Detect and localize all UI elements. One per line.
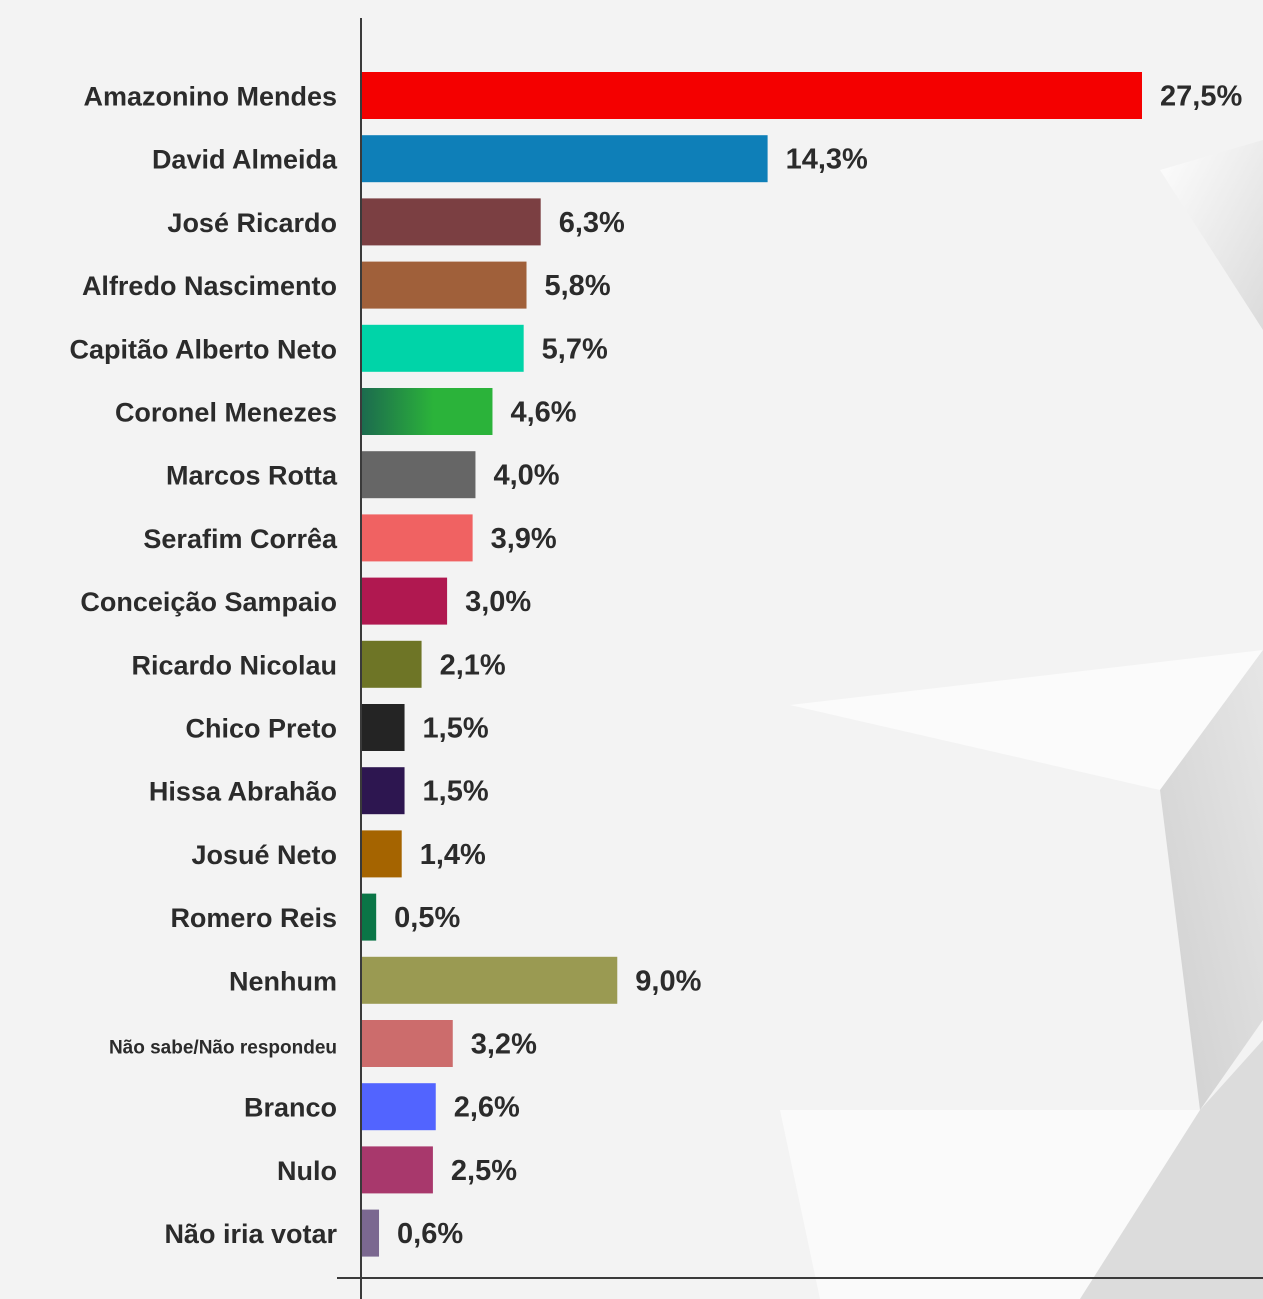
value-label: 0,6% <box>397 1218 463 1250</box>
bars-group: Amazonino Mendes 27,5% David Almeida 14,3% J… <box>69 72 1242 1257</box>
category-label: Não iria votar <box>164 1219 337 1249</box>
bar <box>362 640 422 688</box>
category-label: Josué Neto <box>191 840 337 870</box>
value-label: 3,2% <box>471 1029 537 1061</box>
category-label: Chico Preto <box>185 714 337 744</box>
bar <box>362 1209 380 1257</box>
bar <box>362 1020 453 1067</box>
value-label: 14,3% <box>786 144 868 176</box>
category-label: Serafim Corrêa <box>143 524 338 554</box>
bar <box>362 388 493 435</box>
category-label: David Almeida <box>152 145 338 175</box>
bar <box>362 135 768 183</box>
category-label: Romero Reis <box>170 903 337 933</box>
category-label: Hissa Abrahão <box>149 777 337 807</box>
bar <box>362 577 448 625</box>
value-label: 2,6% <box>454 1092 520 1124</box>
category-label: Nulo <box>277 1156 337 1186</box>
category-label: Ricardo Nicolau <box>131 650 337 680</box>
category-label: José Ricardo <box>167 208 337 238</box>
value-label: 0,5% <box>394 902 460 934</box>
value-label: 1,4% <box>420 839 486 871</box>
category-label: Amazonino Mendes <box>83 82 337 112</box>
bar <box>362 1083 436 1131</box>
value-label: 3,9% <box>491 523 557 555</box>
bar <box>362 72 1142 119</box>
value-label: 1,5% <box>423 713 489 745</box>
category-label: Marcos Rotta <box>166 461 338 491</box>
category-label: Capitão Alberto Neto <box>69 334 337 364</box>
value-label: 5,7% <box>542 333 608 365</box>
category-label: Alfredo Nascimento <box>82 271 337 301</box>
category-label: Não sabe/Não respondeu <box>109 1038 337 1059</box>
bar <box>362 704 405 751</box>
value-label: 2,1% <box>440 649 506 681</box>
value-label: 4,0% <box>493 460 559 492</box>
bar <box>362 324 524 372</box>
value-label: 1,5% <box>423 776 489 808</box>
value-label: 9,0% <box>635 965 701 997</box>
bar <box>362 830 402 878</box>
value-label: 27,5% <box>1160 81 1242 113</box>
category-label: Coronel Menezes <box>115 398 337 428</box>
bar <box>362 767 405 815</box>
bar <box>362 198 541 246</box>
bar <box>362 956 618 1004</box>
bar <box>362 1146 433 1194</box>
bar <box>362 514 473 562</box>
bar <box>362 893 377 941</box>
category-label: Branco <box>244 1093 337 1123</box>
value-label: 5,8% <box>545 270 611 302</box>
value-label: 4,6% <box>510 397 576 429</box>
value-label: 3,0% <box>465 586 531 618</box>
value-label: 6,3% <box>559 207 625 239</box>
value-label: 2,5% <box>451 1155 517 1187</box>
bar <box>362 261 527 309</box>
category-label: Conceição Sampaio <box>80 587 337 617</box>
category-label: Nenhum <box>229 966 337 996</box>
bar <box>362 451 476 499</box>
